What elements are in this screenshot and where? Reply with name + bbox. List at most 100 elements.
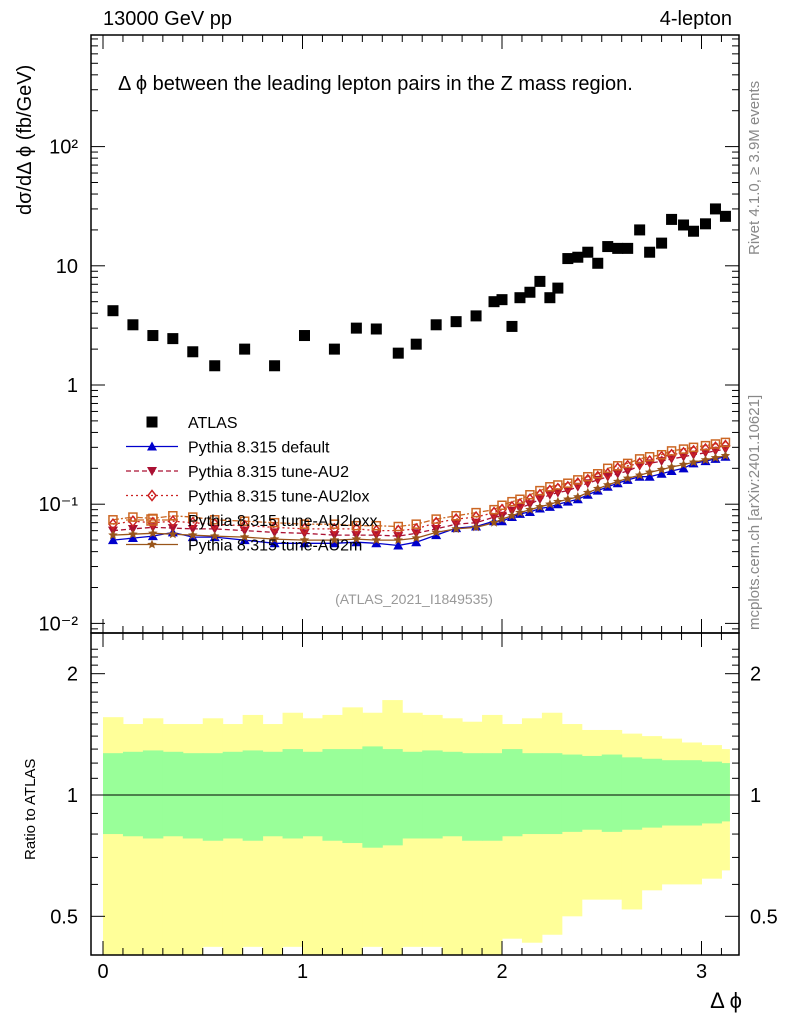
point-atlas	[688, 225, 700, 237]
point-pythia-8-315-tune-au2m	[431, 527, 441, 537]
point-pythia-8-315-default	[666, 465, 677, 475]
legend-marker-pythia-8-315-tune-au2loxx	[146, 514, 158, 526]
point-pythia-8-315-tune-au2lox	[534, 488, 545, 501]
ratio-y-tick-label-right: 2	[750, 664, 761, 686]
point-atlas	[392, 347, 404, 359]
point-atlas	[622, 242, 634, 254]
point-pythia-8-315-tune-au2lox	[572, 477, 583, 490]
point-atlas	[167, 333, 179, 345]
ratio-y-axis-label: Ratio to ATLAS	[22, 758, 39, 860]
point-pythia-8-315-tune-au2loxx	[634, 454, 645, 464]
legend-label-pythia-8-315-tune-au2m: Pythia 8.315 tune-AU2m	[188, 538, 362, 555]
point-pythia-8-315-tune-au2m	[351, 534, 362, 544]
x-tick-label: 1	[297, 961, 308, 983]
point-pythia-8-315-tune-au2loxx	[351, 520, 362, 531]
point-pythia-8-315-tune-au2loxx	[411, 519, 421, 529]
ratio-band-stat	[262, 751, 284, 837]
ratio-band-stat	[661, 760, 683, 826]
point-pythia-8-315-tune-au2lox	[329, 522, 340, 536]
point-pythia-8-315-tune-au2loxx	[209, 515, 220, 525]
point-pythia-8-315-tune-au2loxx	[108, 515, 118, 525]
legend-marker-pythia-8-315-tune-au2m	[147, 539, 157, 549]
ratio-band-stat	[142, 750, 164, 839]
point-pythia-8-315-tune-au2m	[489, 517, 499, 527]
point-pythia-8-315-tune-au2lox	[489, 506, 499, 519]
point-pythia-8-315-tune-au2lox	[269, 521, 280, 534]
legend-label-pythia-8-315-default: Pythia 8.315 default	[188, 440, 330, 457]
legend-marker-pythia-8-315-tune-au2	[147, 467, 157, 476]
ratio-band-stat	[641, 758, 663, 828]
point-pythia-8-315-tune-au2lox	[592, 470, 603, 483]
ratio-band-stat	[621, 757, 643, 830]
point-pythia-8-315-tune-au2m	[622, 473, 633, 483]
point-atlas	[496, 294, 508, 306]
ratio-band-stat	[422, 750, 443, 839]
ratio-band-stat	[122, 751, 144, 837]
point-pythia-8-315-tune-au2loxx	[168, 511, 178, 521]
point-pythia-8-315-tune-au2loxx	[128, 512, 138, 522]
point-pythia-8-315-tune-au2loxx	[451, 511, 461, 521]
legend-label-atlas: ATLAS	[188, 415, 238, 432]
point-pythia-8-315-default	[371, 538, 382, 548]
point-pythia-8-315-tune-au2loxx	[678, 444, 689, 454]
point-pythia-8-315-tune-au2loxx	[612, 461, 623, 471]
point-pythia-8-315-tune-au2loxx	[573, 475, 583, 485]
point-pythia-8-315-default	[656, 468, 667, 478]
point-pythia-8-315-tune-au2loxx	[553, 480, 563, 490]
point-pythia-8-315-tune-au2lox	[710, 441, 721, 454]
point-atlas	[269, 360, 281, 372]
point-atlas	[350, 322, 362, 334]
ratio-band-stat	[462, 753, 483, 841]
point-pythia-8-315-tune-au2lox	[562, 480, 573, 493]
point-pythia-8-315-tune-au2m	[634, 470, 645, 480]
point-atlas	[582, 246, 594, 258]
ratio-band-stat	[302, 751, 323, 837]
axis-tick-labels: 10⁻² 10⁻¹ 1 10 10² 0.5 0.5 1 1 2 2 0 1 2 3	[39, 137, 778, 983]
point-atlas	[147, 330, 159, 342]
legend: ATLAS Pythia 8.315 default Pythia 8.315 tu…	[126, 415, 377, 555]
point-atlas	[410, 338, 422, 350]
ratio-band-stat	[719, 763, 730, 822]
point-pythia-8-315-tune-au2lox	[239, 519, 250, 532]
point-pythia-8-315-tune-au2lox	[108, 517, 118, 531]
ratio-band-total	[103, 717, 124, 955]
point-pythia-8-315-tune-au2m	[545, 499, 555, 509]
point-pythia-8-315-tune-au2m	[613, 476, 623, 486]
legend-marker-atlas	[146, 416, 158, 428]
point-atlas	[644, 246, 656, 258]
point-pythia-8-315-tune-au2loxx	[656, 449, 667, 460]
point-atlas	[678, 219, 690, 231]
legend-marker-pythia-8-315-tune-au2lox	[147, 489, 157, 502]
point-pythia-8-315-default	[411, 537, 422, 547]
point-pythia-8-315-tune-au2m	[688, 457, 699, 467]
point-pythia-8-315-tune-au2loxx	[688, 442, 699, 453]
plot-title: Δ ϕ between the leading lepton pairs in …	[118, 73, 633, 95]
point-pythia-8-315-tune-au2	[634, 461, 645, 471]
ratio-band-stat	[601, 754, 623, 832]
point-pythia-8-315-tune-au2lox	[656, 450, 667, 463]
point-pythia-8-315-tune-au2m	[603, 480, 613, 489]
point-pythia-8-315-tune-au2lox	[688, 444, 699, 458]
y-tick-label: 1	[67, 375, 78, 397]
point-pythia-8-315-tune-au2m	[188, 530, 198, 540]
ratio-band-stat	[681, 760, 702, 826]
point-pythia-8-315-tune-au2loxx	[644, 452, 655, 462]
point-atlas	[370, 323, 382, 335]
point-pythia-8-315-tune-au2loxx	[535, 485, 545, 496]
point-pythia-8-315-tune-au2loxx	[720, 437, 731, 448]
point-pythia-8-315-tune-au2loxx	[666, 446, 677, 456]
y-tick-label: 10⁻²	[39, 613, 79, 635]
ratio-band-stat	[521, 753, 543, 835]
point-pythia-8-315-tune-au2loxx	[602, 463, 613, 474]
point-pythia-8-315-default	[393, 540, 404, 550]
x-tick-label: 3	[696, 961, 707, 983]
series-markers	[107, 203, 731, 550]
point-pythia-8-315-tune-au2loxx	[525, 490, 535, 500]
point-pythia-8-315-tune-au2lox	[720, 439, 731, 452]
ratio-y-tick-label-right: 1	[750, 785, 761, 807]
point-pythia-8-315-tune-au2lox	[552, 482, 563, 495]
point-atlas	[209, 360, 221, 372]
ratio-y-tick-label-left: 1	[67, 785, 78, 807]
legend-label-pythia-8-315-tune-au2lox: Pythia 8.315 tune-AU2lox	[188, 489, 369, 506]
point-pythia-8-315-tune-au2loxx	[700, 440, 711, 451]
